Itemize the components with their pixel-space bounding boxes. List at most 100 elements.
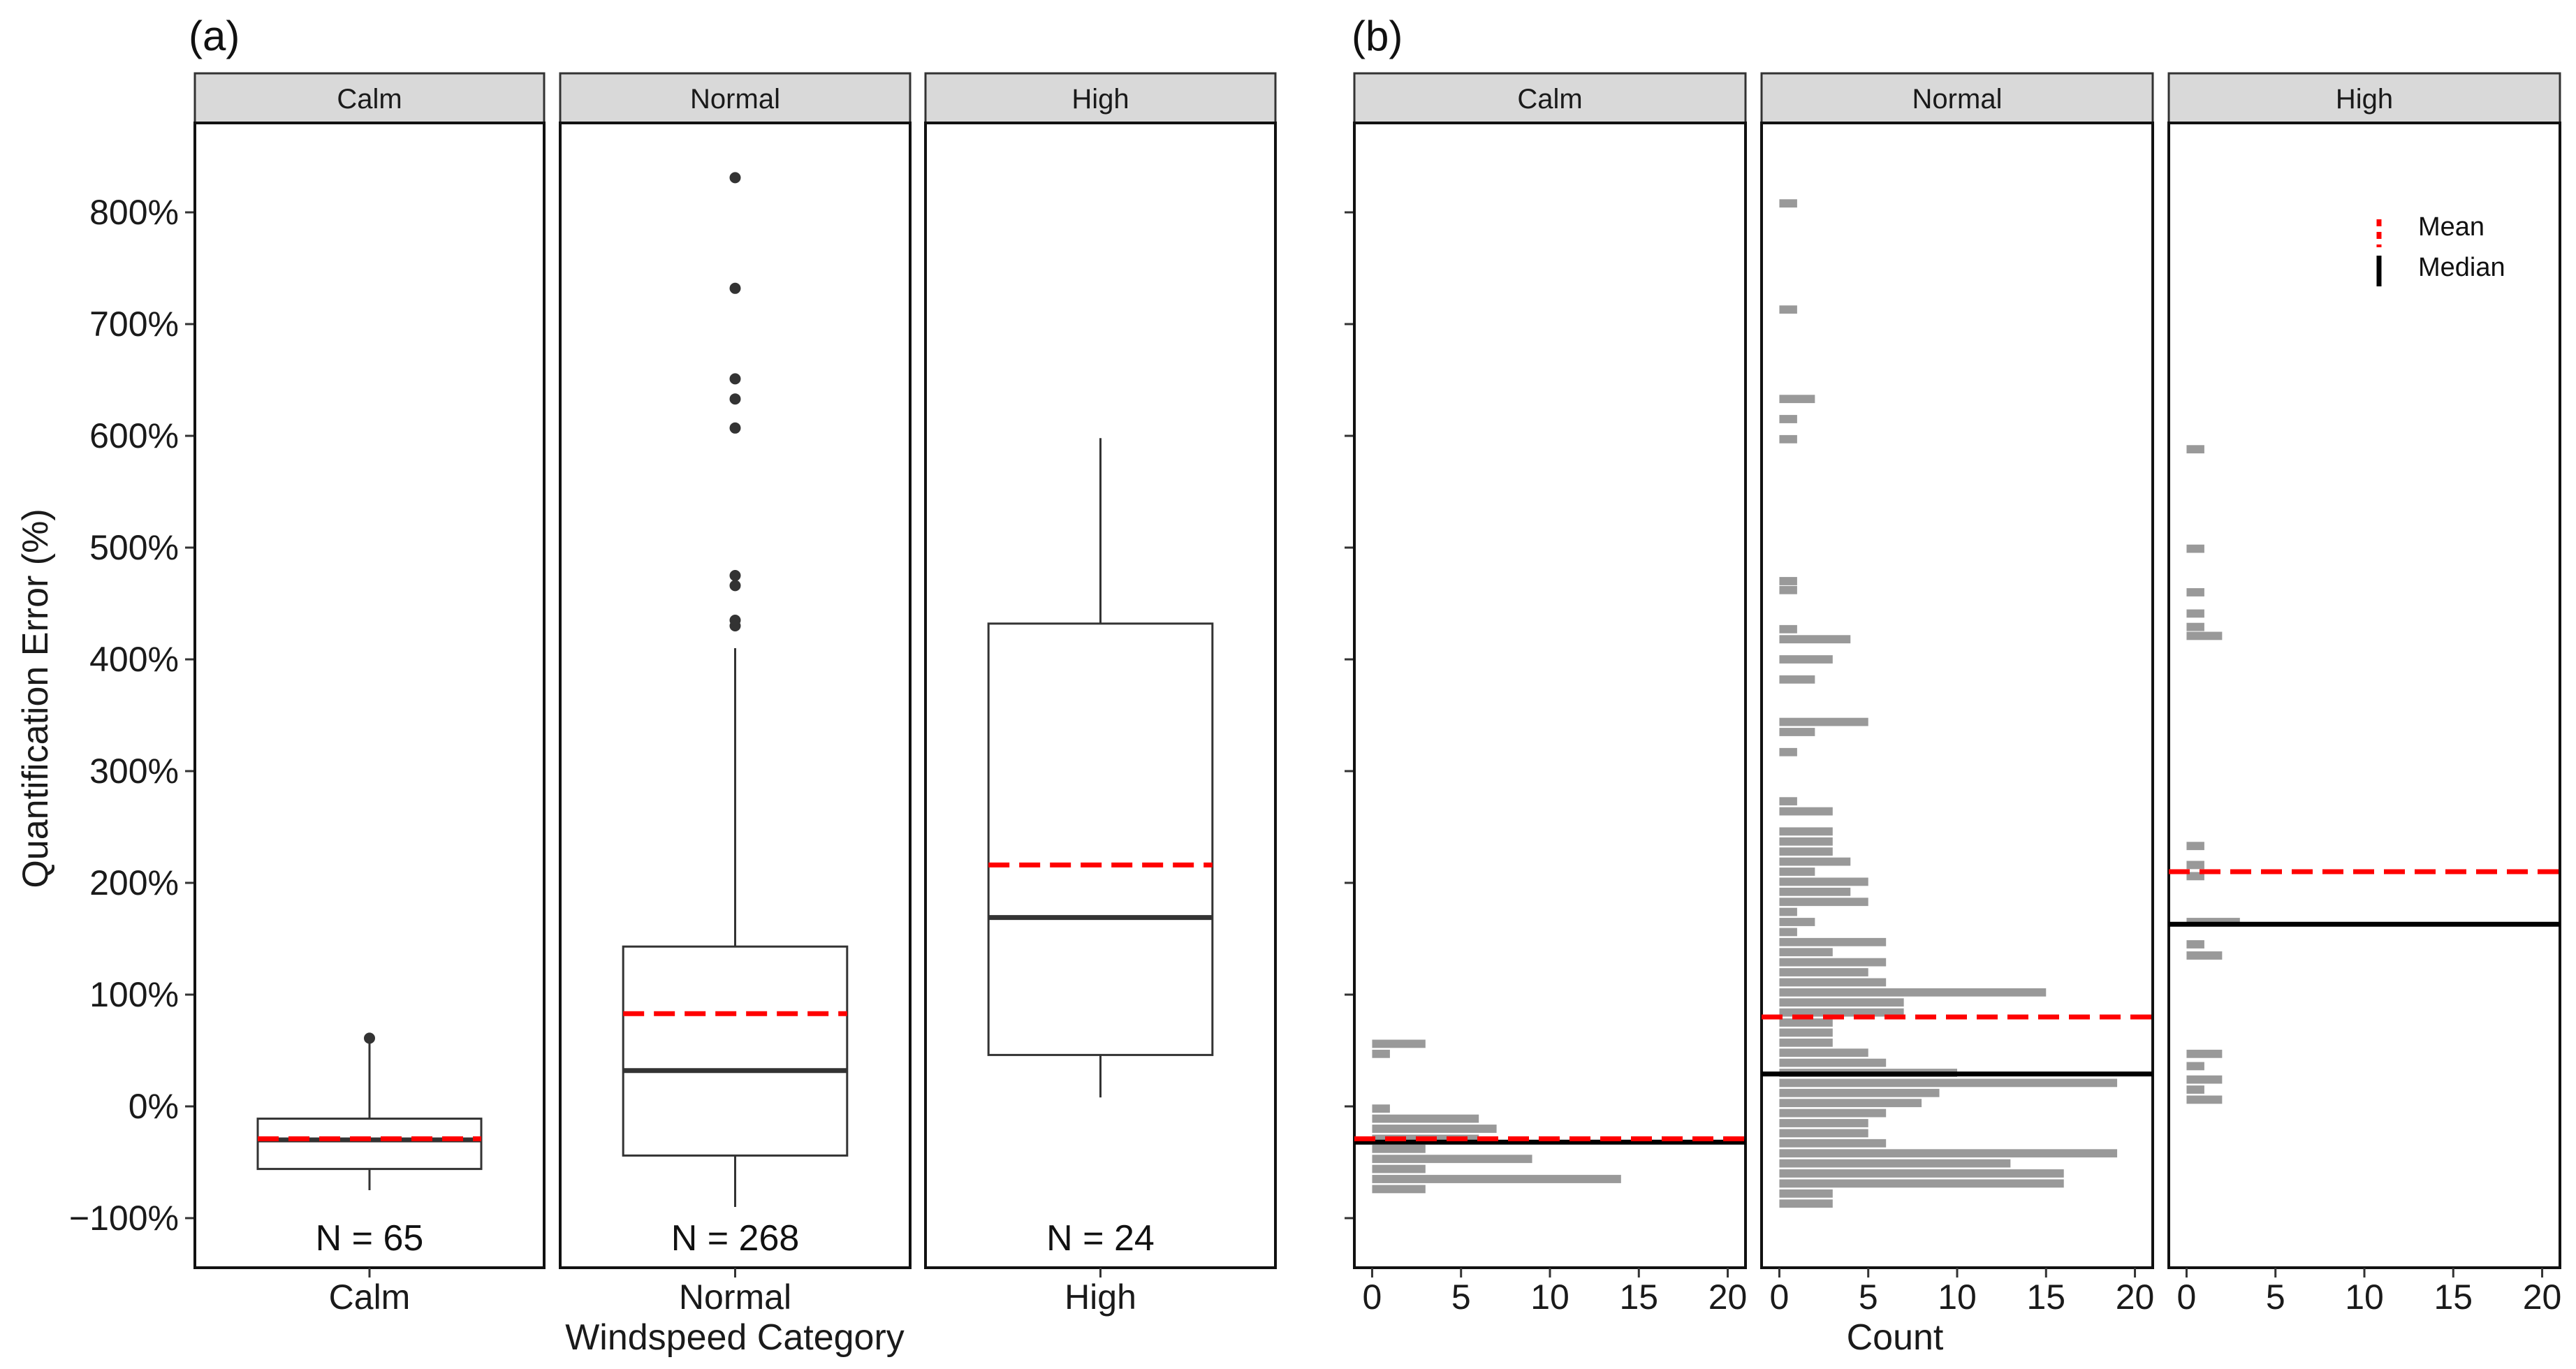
histogram-bar (2186, 1062, 2204, 1071)
histogram-bar (1779, 1199, 1833, 1208)
histogram-bar (1779, 918, 1815, 926)
histogram-bar (1779, 907, 1797, 916)
panel-b-label: (b) (1352, 13, 1403, 59)
histogram-bar (1779, 1028, 1833, 1037)
histogram-bar (1779, 1149, 2118, 1158)
histogram-bar (1779, 717, 1868, 726)
legend: Mean Median (2376, 212, 2505, 286)
x-tick-label: 0 (1363, 1278, 1382, 1317)
histogram-bar (2186, 609, 2204, 618)
histogram-bar (1779, 1088, 1940, 1097)
histogram-bar (1779, 1108, 1887, 1118)
outlier-point (364, 1032, 375, 1044)
x-tick-label: 0 (1770, 1278, 1790, 1317)
facet-strip-label: High (2336, 84, 2393, 115)
histogram-bar (1779, 624, 1797, 634)
x-tick-label: Calm (329, 1278, 411, 1317)
histogram-bar (1779, 998, 1904, 1007)
y-tick-label: 300% (89, 752, 179, 791)
histogram-bar (1779, 958, 1887, 967)
histogram-bar (1779, 655, 1833, 664)
legend-mean-label: Mean (2418, 212, 2484, 242)
facet-strip-label: Normal (690, 84, 780, 115)
histogram-bar (1779, 807, 1833, 816)
histogram-bar (1779, 728, 1815, 736)
histogram-bar (1779, 937, 1887, 946)
facet-strip-label: High (1071, 84, 1129, 115)
y-axis-title: Quantification Error (%) (15, 508, 56, 888)
facet-strip (2167, 72, 2561, 124)
histogram-bar (1372, 1185, 1426, 1194)
outlier-point (729, 282, 741, 294)
histogram-bar (1779, 1018, 1833, 1027)
histogram-bar (1779, 1099, 1922, 1108)
histogram-bar (1779, 968, 1868, 976)
histogram-bar (2186, 544, 2204, 553)
histogram-bar (2186, 631, 2223, 640)
histogram-bar (2186, 872, 2204, 881)
facet-strip (559, 72, 912, 124)
histogram-bar (1779, 415, 1797, 423)
histogram-bar (1779, 887, 1851, 896)
outlier-point (729, 393, 741, 405)
y-tick-label: 200% (89, 863, 179, 902)
histogram-bar (2186, 951, 2223, 960)
histogram-bar (2186, 861, 2204, 870)
outlier-point (729, 615, 741, 626)
histogram-bar (1779, 867, 1815, 876)
histogram-bar (2186, 1095, 2223, 1104)
histogram-bar (2186, 588, 2204, 596)
y-tick-label: 500% (89, 528, 179, 567)
histogram-bar (1779, 1078, 2118, 1088)
hist-panel-high: High 0 5 10 15 20 (2167, 72, 2562, 1317)
x-tick-label: 20 (2523, 1278, 2562, 1317)
histogram-bar (1779, 1139, 1887, 1148)
histogram-bar (1372, 1049, 1390, 1058)
histogram-bar (1779, 305, 1797, 314)
panel-frame (1353, 122, 1747, 1269)
outlier-point (729, 172, 741, 184)
x-tick-label: 5 (1859, 1278, 1878, 1317)
histogram-bar (1779, 827, 1833, 836)
x-tick-label: 15 (2026, 1278, 2065, 1317)
y-tick-label: 800% (89, 193, 179, 232)
y-tick-label: 100% (89, 975, 179, 1014)
legend-median-label: Median (2418, 253, 2505, 282)
histogram-bar (1779, 847, 1833, 856)
y-tick-label: −100% (69, 1199, 179, 1238)
y-tick-label: 600% (89, 416, 179, 455)
histogram-bar (1779, 434, 1797, 444)
histogram-bar (1779, 395, 1815, 404)
histogram-bar (1779, 1159, 2011, 1168)
histogram-bar (1779, 199, 1797, 208)
histogram-bar (1779, 837, 1833, 846)
facet-strip (193, 72, 546, 124)
histogram-bar (1779, 635, 1851, 644)
box-panel-calm: Calm N = 65 Calm (193, 72, 546, 1317)
panel-a-boxplot: −100% 0% 100% 200% 300% 400% 500% 600% 700% 800% C… (69, 72, 1277, 1317)
histogram-bar (1779, 585, 1797, 594)
x-tick-label: 5 (2266, 1278, 2285, 1317)
histogram-bar (1779, 577, 1797, 585)
box-panel-normal: Normal N = 268 Normal (559, 72, 912, 1317)
x-tick-label: 10 (1938, 1278, 1977, 1317)
sample-size-label: N = 268 (671, 1218, 800, 1259)
panel-a-label: (a) (189, 13, 240, 59)
x-tick-label: 10 (1530, 1278, 1569, 1317)
facet-strip (1760, 72, 2154, 124)
histogram-bar (2186, 940, 2204, 949)
y-tick-label: 400% (89, 640, 179, 679)
histogram-bar (1779, 988, 2047, 997)
histogram-bar (1372, 1155, 1532, 1164)
x-axis-title-b: Count (1847, 1317, 1944, 1358)
histogram-bar (1372, 1104, 1390, 1113)
box-panel-high: High N = 24 High (924, 72, 1277, 1317)
histogram-bar (2186, 1049, 2223, 1058)
histogram-bar (2186, 1075, 2223, 1084)
y-tick-label: 0% (129, 1087, 179, 1126)
panel-frame (2167, 122, 2561, 1269)
x-tick-label: High (1064, 1278, 1136, 1317)
histogram-bar (1779, 797, 1797, 806)
histogram-bar (1372, 1164, 1426, 1173)
